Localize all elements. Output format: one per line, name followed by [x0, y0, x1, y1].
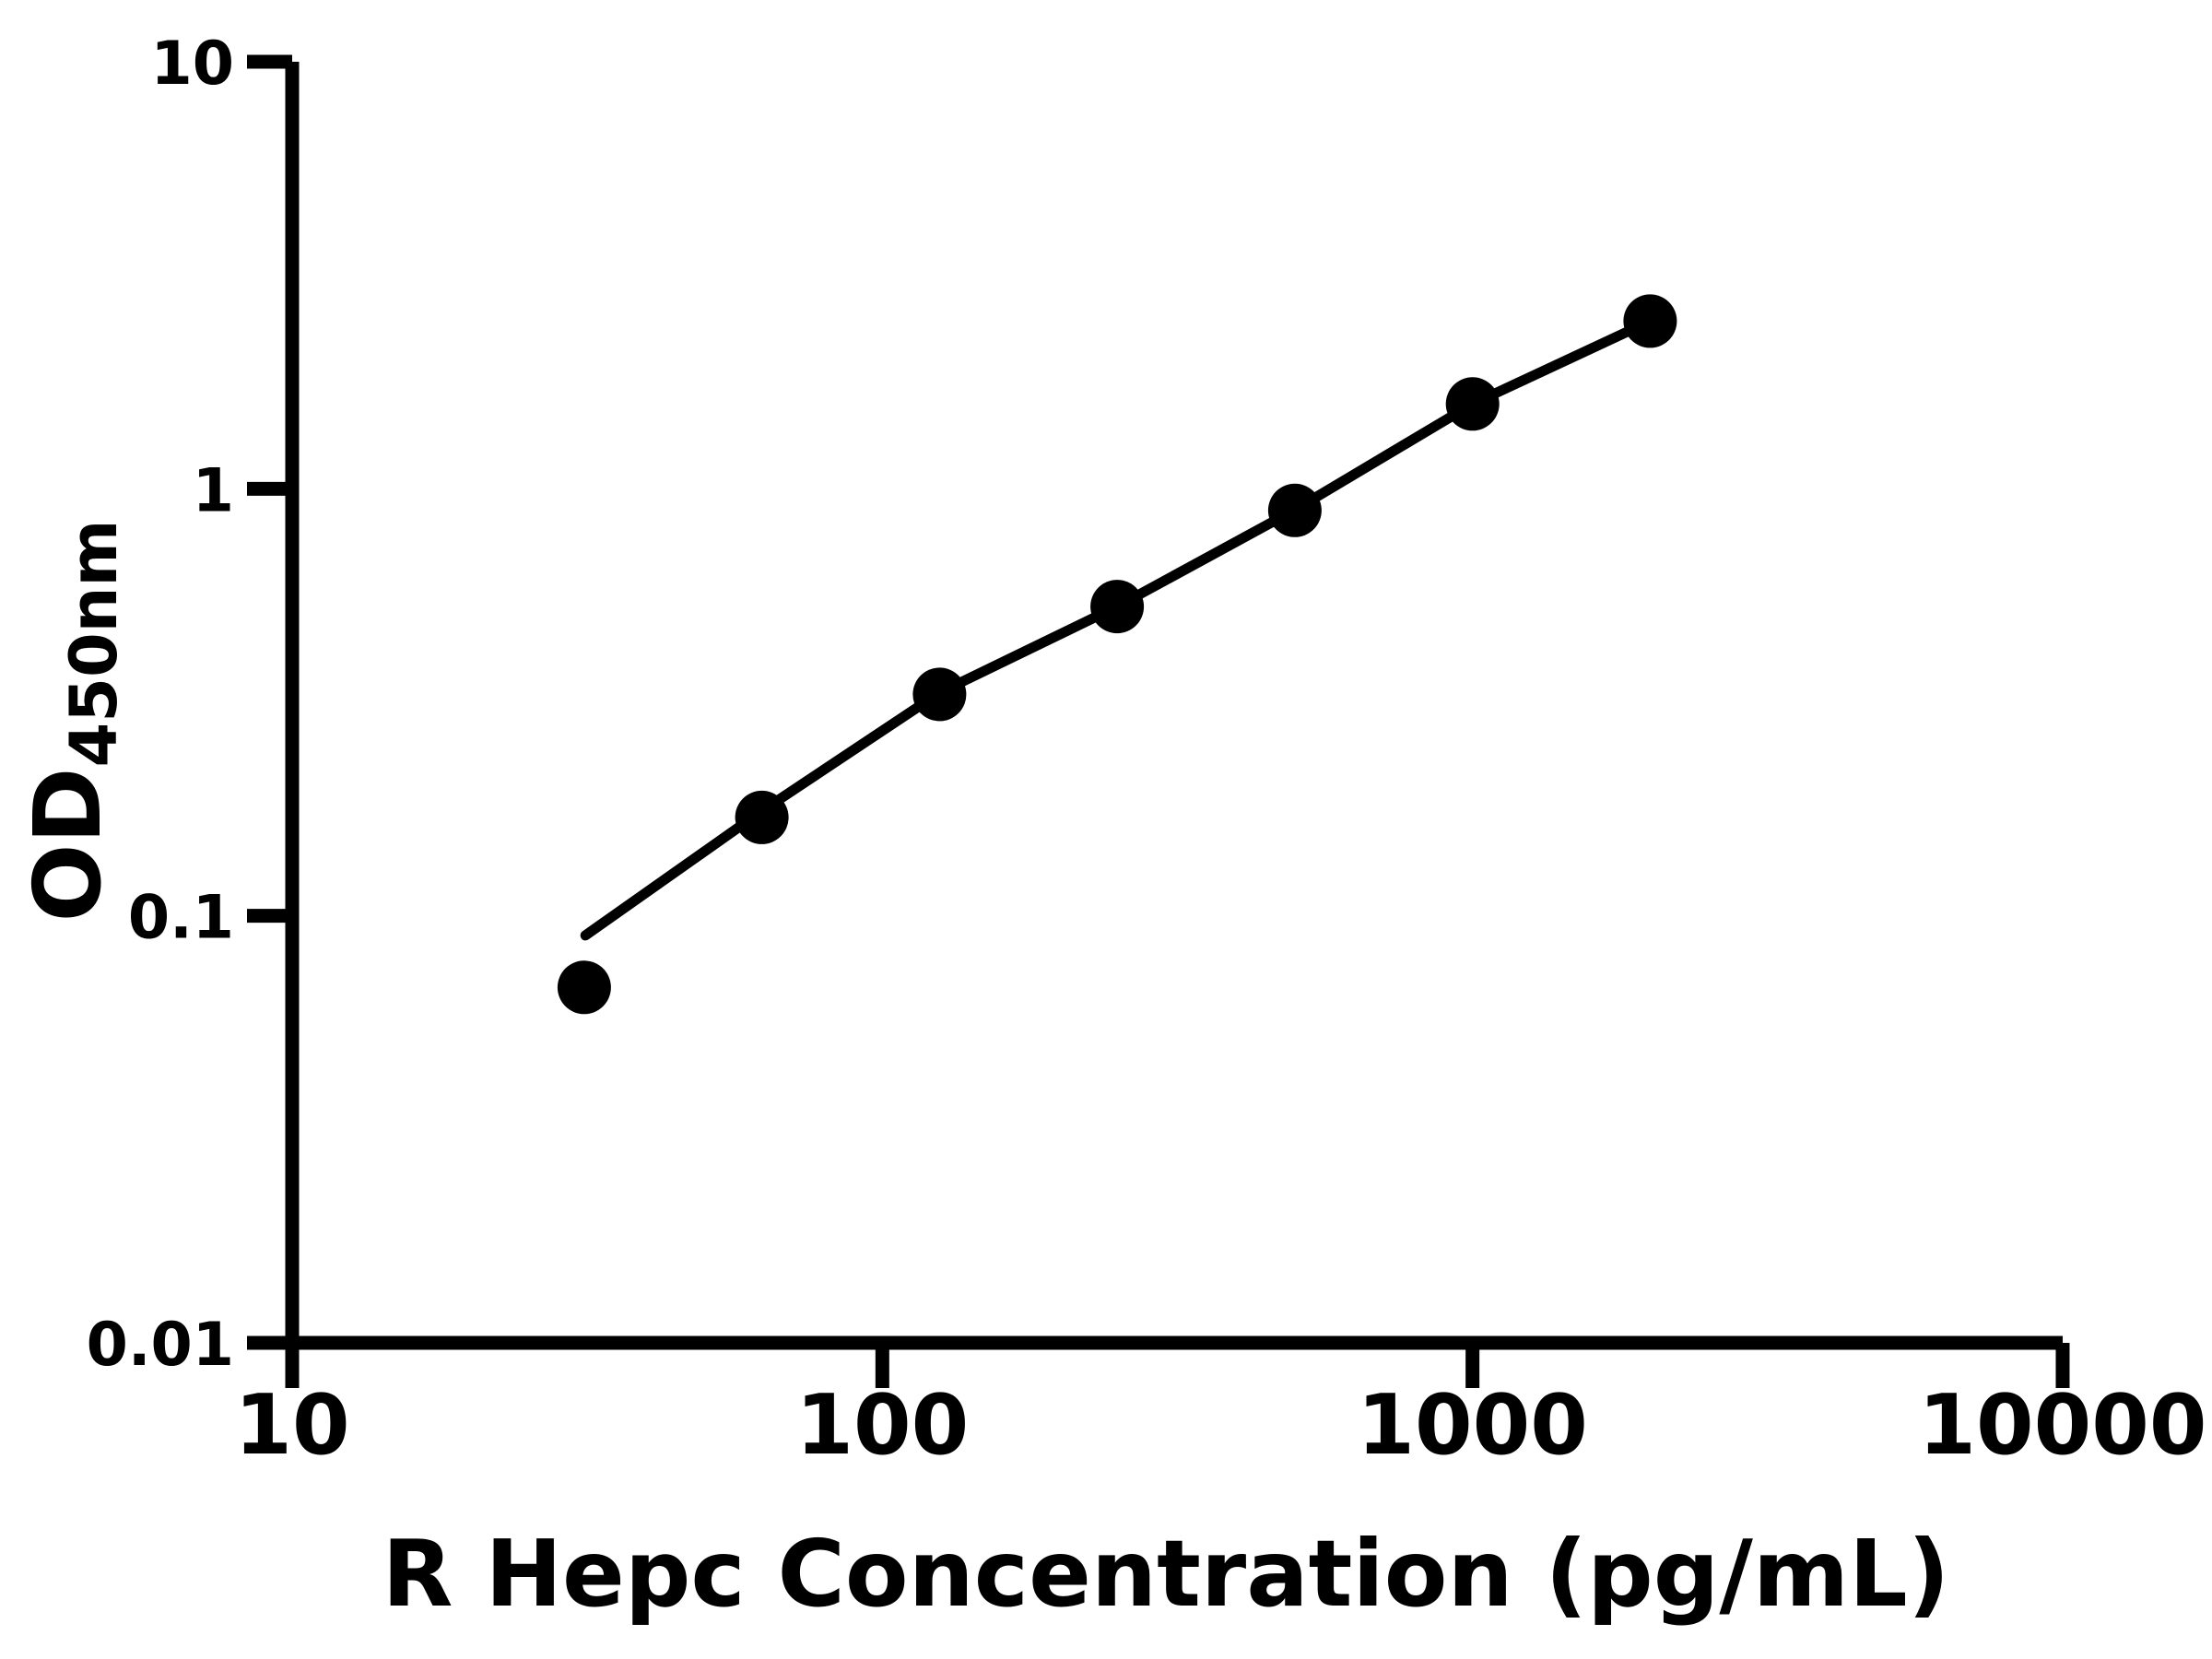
data-point-62.5: [735, 790, 789, 844]
x-axis-title: R Hepc Concentration (pg/mL): [382, 1520, 1950, 1628]
data-point-500: [1267, 483, 1322, 537]
data-point-2000: [1623, 294, 1677, 348]
x-tick-label-10000: 10000: [1918, 1377, 2206, 1474]
x-axis-tick-marks: [285, 1343, 2070, 1388]
x-axis-tick-labels: 10 100 1000 10000: [234, 1377, 2206, 1474]
x-tick-label-100: 100: [795, 1377, 969, 1474]
data-point-250: [1090, 580, 1145, 634]
y-axis-title-main: OD: [14, 767, 122, 922]
y-tick-label-0.01: 0.01: [87, 1311, 234, 1380]
y-axis-title: OD450nm: [14, 520, 132, 923]
y-tick-label-0.1: 0.1: [128, 884, 234, 953]
x-tick-label-1000: 1000: [1357, 1377, 1588, 1474]
y-axis-title-subscript: 450nm: [56, 520, 132, 768]
y-axis-tick-labels: 10 1 0.1 0.01: [87, 29, 234, 1380]
data-point-31.25: [557, 960, 611, 1015]
y-axis-tick-marks: [247, 54, 292, 1350]
data-point-125: [912, 667, 967, 722]
y-tick-label-10: 10: [151, 29, 234, 99]
data-point-1000: [1445, 377, 1500, 431]
data-series: [557, 294, 1677, 1015]
y-tick-label-1: 1: [193, 456, 234, 525]
x-tick-label-10: 10: [234, 1377, 349, 1474]
